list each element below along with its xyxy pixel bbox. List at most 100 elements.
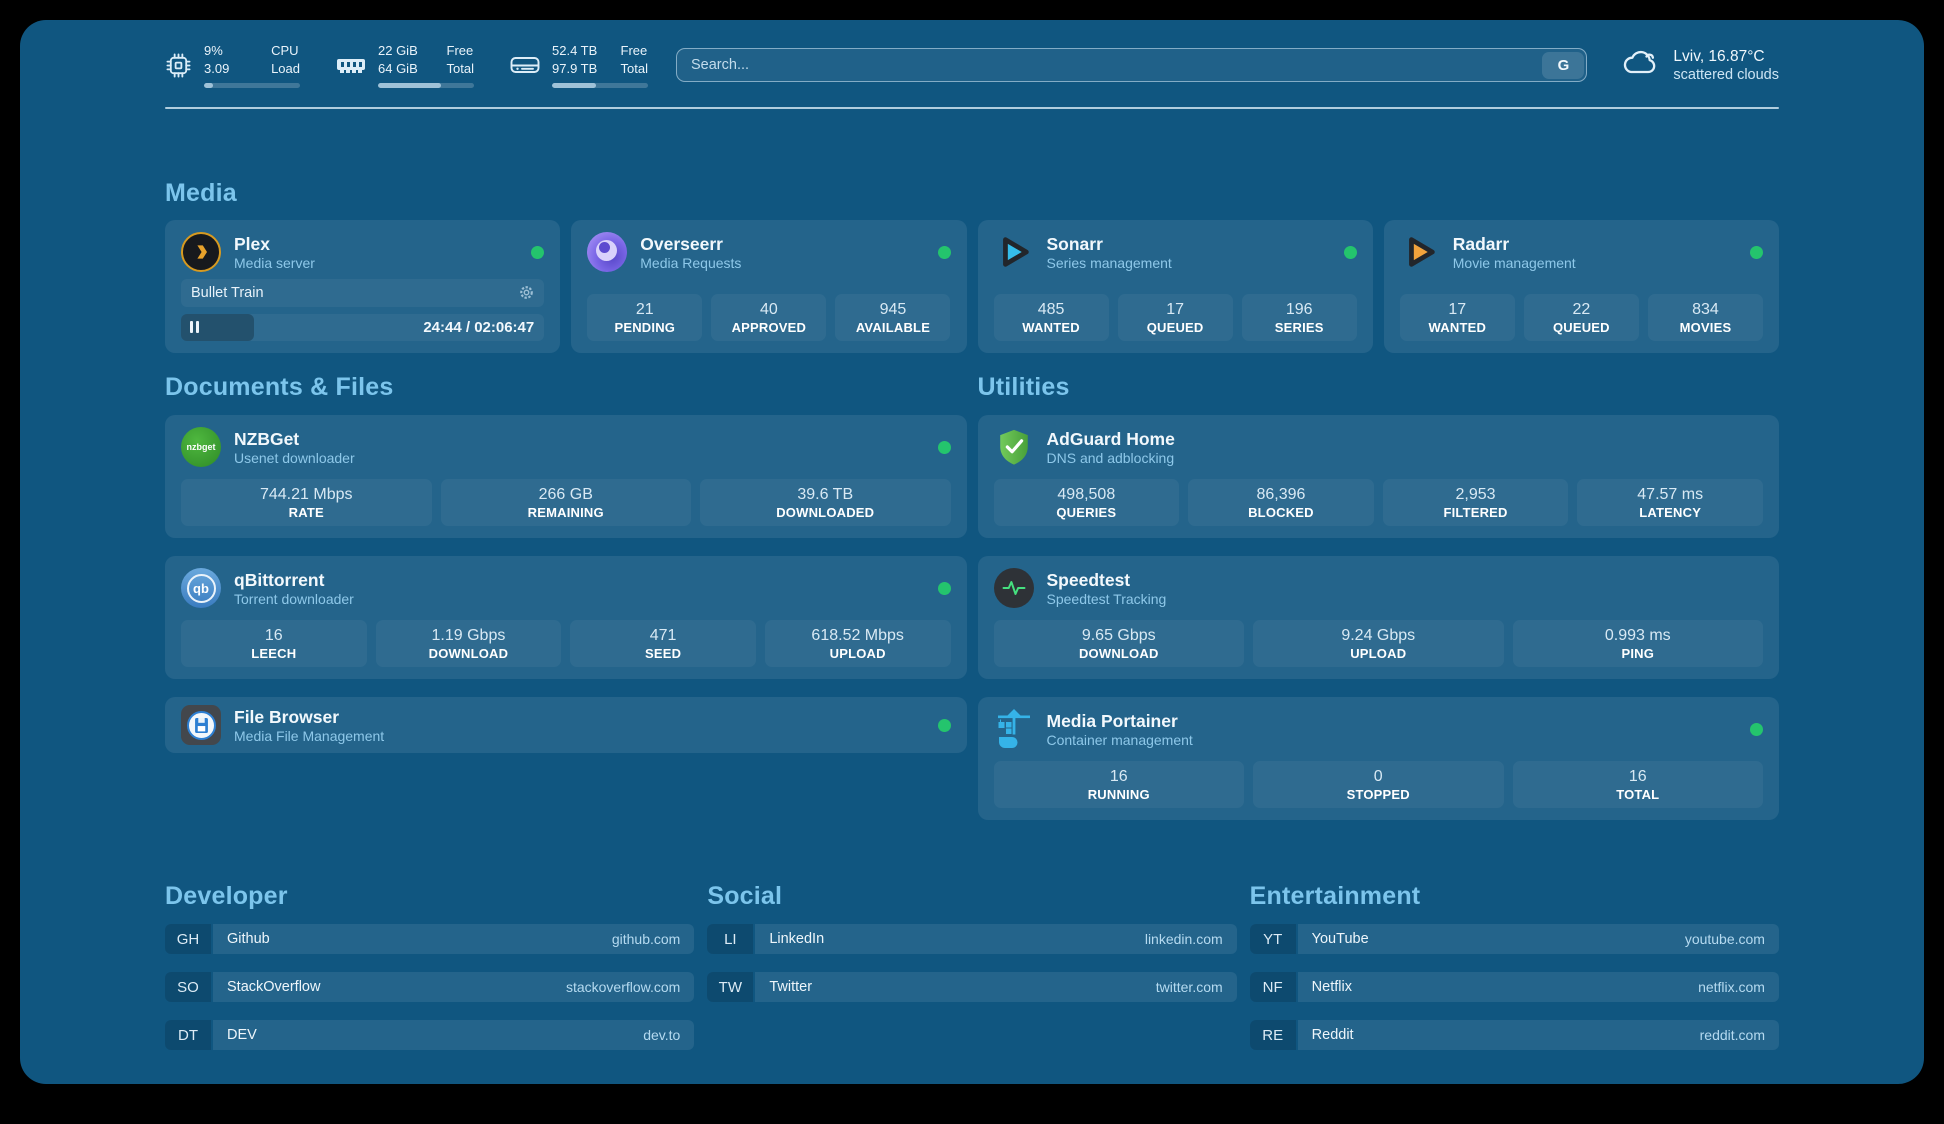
adguard-icon <box>994 427 1034 467</box>
plex-card[interactable]: Plex Media server Bullet Train <box>165 220 561 353</box>
entertainment-bookmarks: Entertainment YT YouTube youtube.com NF … <box>1249 882 1779 1068</box>
developer-bookmarks: Developer GH Github github.com SO StackO… <box>165 882 695 1068</box>
app-subtitle: Container management <box>1046 732 1193 749</box>
app-name: qBittorrent <box>234 569 325 590</box>
overseerr-card[interactable]: Overseerr Media Requests 21 PENDING 40 A… <box>571 220 967 353</box>
nzbget-card[interactable]: nzbget NZBGet Usenet downloader 744.21 M… <box>165 415 967 538</box>
radarr-card[interactable]: Radarr Movie management 17 WANTED 22 QUE… <box>1383 220 1779 353</box>
ram-icon <box>336 54 366 76</box>
bookmark-linkedin[interactable]: LI LinkedIn linkedin.com <box>707 924 1237 954</box>
bookmark-name: Reddit <box>1311 1027 1354 1043</box>
cpu-metric: 9% 3.09 CPU Load <box>165 42 300 88</box>
bookmark-twitter[interactable]: TW Twitter twitter.com <box>707 972 1237 1002</box>
filebrowser-card[interactable]: File Browser Media File Management <box>165 697 967 753</box>
radarr-icon <box>1400 232 1440 272</box>
disk-progressbar <box>552 82 648 88</box>
stat-box: 9.65 Gbps DOWNLOAD <box>993 620 1244 667</box>
app-name: Overseerr <box>640 233 723 254</box>
app-subtitle: Movie management <box>1452 255 1576 272</box>
disk-icon <box>510 54 540 76</box>
status-dot <box>1343 245 1357 259</box>
bookmark-abbr: YT <box>1249 924 1296 954</box>
app-subtitle: Media File Management <box>234 728 385 745</box>
bookmark-abbr: DT <box>165 1020 211 1050</box>
stat-box: 16 RUNNING <box>993 761 1244 808</box>
disk-labels: Free Total <box>620 43 648 76</box>
playback-elapsed <box>181 313 254 341</box>
overseerr-icon <box>587 232 628 272</box>
settings-icon[interactable] <box>519 285 534 300</box>
bookmark-reddit[interactable]: RE Reddit reddit.com <box>1249 1020 1779 1050</box>
bookmark-name: LinkedIn <box>769 931 825 947</box>
stat-box: 1.19 Gbps DOWNLOAD <box>375 620 562 667</box>
bookmark-url: youtube.com <box>1684 931 1765 947</box>
bookmark-netflix[interactable]: NF Netflix netflix.com <box>1249 972 1779 1002</box>
status-dot <box>937 440 951 454</box>
stat-box: 498,508 QUERIES <box>993 479 1180 526</box>
documents-section: Documents & Files nzbget NZBGet Usenet d… <box>165 373 967 753</box>
bookmark-github[interactable]: GH Github github.com <box>165 924 695 954</box>
speedtest-card[interactable]: Speedtest Speedtest Tracking 9.65 Gbps D… <box>977 556 1779 679</box>
bookmark-stackoverflow[interactable]: SO StackOverflow stackoverflow.com <box>165 972 695 1002</box>
stat-box: 834 MOVIES <box>1647 294 1763 341</box>
cpu-icon <box>165 52 192 79</box>
app-subtitle: Media server <box>234 255 315 272</box>
app-subtitle: Series management <box>1046 255 1172 272</box>
stat-box: 17 QUEUED <box>1117 294 1233 341</box>
bookmark-dev[interactable]: DT DEV dev.to <box>165 1020 695 1050</box>
plex-icon <box>181 232 221 272</box>
stat-box: 0.993 ms PING <box>1512 620 1763 667</box>
app-name: NZBGet <box>234 428 300 449</box>
bookmark-name: Twitter <box>769 979 813 995</box>
section-title-entertainment: Entertainment <box>1249 882 1421 910</box>
cloud-icon <box>1620 47 1660 82</box>
search-input[interactable] <box>679 57 1543 73</box>
section-title-media: Media <box>165 179 237 207</box>
status-dot <box>531 245 545 259</box>
bookmark-url: dev.to <box>643 1027 681 1043</box>
bookmark-url: twitter.com <box>1155 979 1223 995</box>
stat-box: 40 APPROVED <box>711 294 827 341</box>
weather-condition: scattered clouds <box>1673 67 1779 84</box>
stat-box: 22 QUEUED <box>1523 294 1639 341</box>
section-title-documents: Documents & Files <box>165 373 394 401</box>
speedtest-icon <box>993 568 1034 608</box>
qbittorrent-card[interactable]: qb qBittorrent Torrent downloader 16 LEE… <box>165 556 967 679</box>
cpu-progressbar <box>204 82 300 88</box>
search-bar: G <box>676 48 1588 82</box>
portainer-icon <box>994 709 1034 749</box>
pause-icon[interactable] <box>190 321 199 334</box>
bookmark-url: github.com <box>611 931 681 947</box>
stat-box: 47.57 ms LATENCY <box>1577 479 1763 526</box>
sonarr-icon <box>994 232 1034 272</box>
adguard-card[interactable]: AdGuard Home DNS and adblocking 498,508 … <box>977 415 1779 538</box>
bookmark-youtube[interactable]: YT YouTube youtube.com <box>1249 924 1779 954</box>
search-engine-button[interactable]: G <box>1542 51 1585 79</box>
weather-location-temp: Lviv, 16.87°C <box>1673 47 1765 65</box>
app-name: AdGuard Home <box>1046 428 1175 449</box>
status-dot <box>937 581 951 595</box>
now-playing-row: Bullet Train <box>181 279 545 307</box>
status-dot <box>1750 245 1763 259</box>
bookmark-url: linkedin.com <box>1144 931 1223 947</box>
sonarr-card[interactable]: Sonarr Series management 485 WANTED 17 Q… <box>977 220 1373 353</box>
app-subtitle: Speedtest Tracking <box>1046 591 1167 608</box>
ram-labels: Free Total <box>446 43 474 76</box>
disk-values: 52.4 TB 97.9 TB <box>552 43 598 76</box>
utilities-section: Utilities AdGuard Home <box>977 373 1779 820</box>
stat-box: 618.52 Mbps UPLOAD <box>764 620 951 667</box>
ram-progressbar <box>378 82 474 88</box>
filebrowser-icon <box>181 705 221 745</box>
playback-time: 24:44 / 02:06:47 <box>423 318 535 336</box>
playback-progress-row[interactable]: 24:44 / 02:06:47 <box>181 313 545 341</box>
bookmark-name: DEV <box>227 1027 257 1043</box>
stat-box: 196 SERIES <box>1241 294 1357 341</box>
bookmark-url: reddit.com <box>1699 1027 1765 1043</box>
nzbget-icon: nzbget <box>181 427 221 467</box>
portainer-card[interactable]: Media Portainer Container management 16 … <box>977 697 1779 820</box>
stat-box: 21 PENDING <box>587 294 703 341</box>
system-metrics: 9% 3.09 CPU Load <box>165 42 648 88</box>
bookmark-abbr: LI <box>707 924 754 954</box>
bookmark-name: Github <box>227 931 270 947</box>
stat-box: 0 STOPPED <box>1253 761 1504 808</box>
